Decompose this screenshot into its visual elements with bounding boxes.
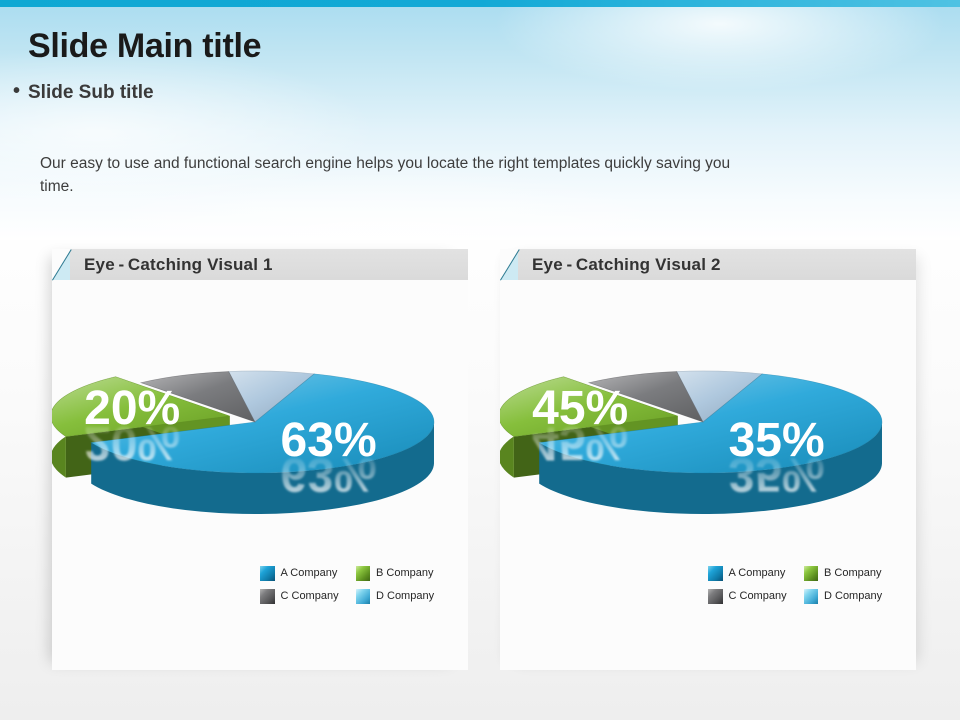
svg-text:20%: 20% [84,382,180,435]
svg-text:45%: 45% [532,382,628,435]
svg-text:35%: 35% [729,414,825,467]
svg-text:63%: 63% [281,414,377,467]
